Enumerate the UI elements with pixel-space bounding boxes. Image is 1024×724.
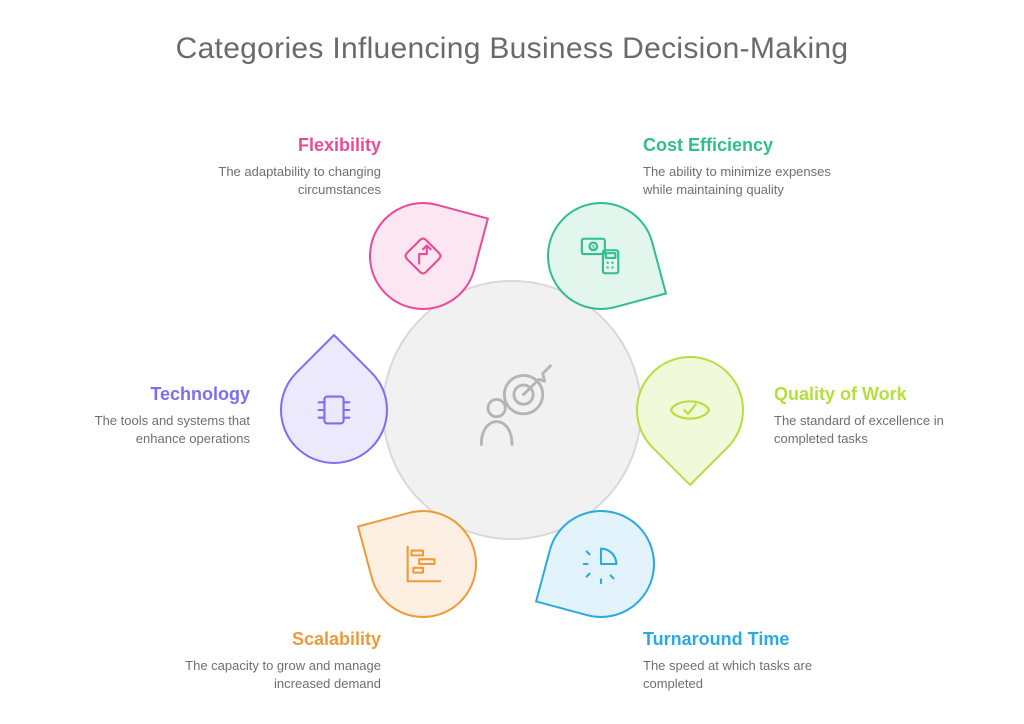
label-title: Turnaround Time — [643, 627, 843, 651]
label-desc: The capacity to grow and manage increase… — [181, 657, 381, 692]
petal-technology — [258, 334, 411, 487]
stopwatch-icon — [578, 541, 624, 587]
route-sign-icon — [400, 233, 446, 279]
label-technology: Technology The tools and systems that en… — [50, 382, 250, 447]
label-turnaround-time: Turnaround Time The speed at which tasks… — [643, 627, 843, 692]
label-cost-efficiency: Cost Efficiency The ability to minimize … — [643, 133, 843, 198]
center-icon — [464, 362, 560, 458]
label-scalability: Scalability The capacity to grow and man… — [181, 627, 381, 692]
label-title: Scalability — [181, 627, 381, 651]
label-desc: The tools and systems that enhance opera… — [50, 412, 250, 447]
label-title: Flexibility — [181, 133, 381, 157]
svg-text:$: $ — [591, 244, 595, 251]
label-quality-of-work: Quality of Work The standard of excellen… — [774, 382, 974, 447]
label-desc: The speed at which tasks are completed — [643, 657, 843, 692]
money-calculator-icon: $ — [578, 233, 624, 279]
label-title: Technology — [50, 382, 250, 406]
label-desc: The ability to minimize expenses while m… — [643, 163, 843, 198]
petal-quality-of-work — [614, 334, 767, 487]
label-desc: The standard of excellence in completed … — [774, 412, 974, 447]
eye-check-icon — [667, 387, 713, 433]
label-title: Quality of Work — [774, 382, 974, 406]
gantt-icon — [400, 541, 446, 587]
chip-icon — [311, 387, 357, 433]
label-title: Cost Efficiency — [643, 133, 843, 157]
diagram-stage: $ — [0, 0, 1024, 724]
label-flexibility: Flexibility The adaptability to changing… — [181, 133, 381, 198]
label-desc: The adaptability to changing circumstanc… — [181, 163, 381, 198]
